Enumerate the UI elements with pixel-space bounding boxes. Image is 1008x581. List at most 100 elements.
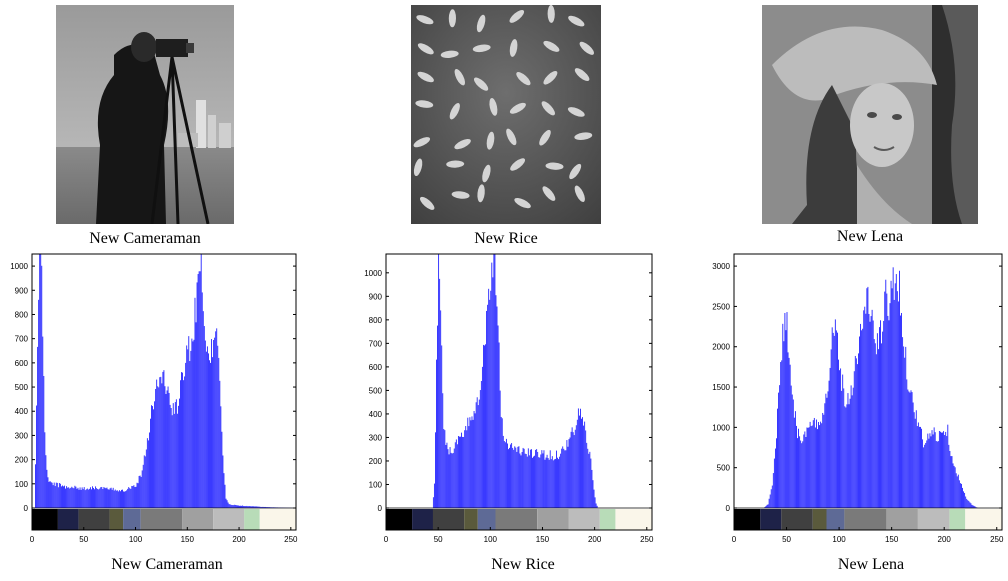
histogram-bar xyxy=(261,506,263,508)
histogram-bar xyxy=(800,440,802,508)
histogram-bar xyxy=(573,435,575,508)
colorbar-segment xyxy=(412,509,433,530)
histogram-bar xyxy=(201,292,203,508)
histogram-bar xyxy=(41,265,43,508)
histogram-bar xyxy=(832,332,834,508)
x-tick-label: 200 xyxy=(588,535,602,544)
histogram-bar xyxy=(85,489,87,508)
histogram-bar xyxy=(562,446,564,508)
rice-grain xyxy=(489,98,498,116)
histogram-bar xyxy=(121,489,122,508)
rice-grain xyxy=(473,77,489,91)
histogram-bar xyxy=(196,282,198,508)
histogram-bar xyxy=(209,360,210,508)
histogram-bar xyxy=(473,411,475,508)
histogram-bar xyxy=(126,490,128,508)
histogram-bar xyxy=(259,506,261,508)
histogram-bar xyxy=(876,333,878,508)
histogram-bar xyxy=(921,428,922,508)
histogram-bar xyxy=(565,450,567,508)
histogram-bar xyxy=(903,346,905,508)
histogram-bar xyxy=(942,432,943,508)
colorbar-segment xyxy=(949,509,966,530)
histogram-bar xyxy=(962,487,963,508)
histogram-bar xyxy=(541,450,543,508)
histogram-bar xyxy=(60,486,62,508)
colorbar-segment xyxy=(78,509,110,530)
histogram-bar xyxy=(449,447,451,508)
histogram-bar xyxy=(893,299,895,508)
histogram-bar xyxy=(442,393,444,508)
rice-grain xyxy=(420,196,435,210)
histogram-bar xyxy=(120,491,121,508)
histogram-bar xyxy=(203,326,205,508)
histogram-bar xyxy=(789,364,791,508)
histogram-bar xyxy=(242,505,244,508)
histogram-bar xyxy=(176,413,178,508)
histogram-bar xyxy=(210,362,211,508)
histogram-bar xyxy=(46,469,48,508)
rice-grain xyxy=(516,72,531,86)
histogram-bar xyxy=(118,490,120,508)
y-tick-label: 400 xyxy=(15,407,29,416)
histogram-bar xyxy=(467,417,469,508)
histogram-bar xyxy=(64,485,65,508)
histogram-bar xyxy=(435,432,436,508)
histogram-bar xyxy=(186,345,188,508)
histogram-bar xyxy=(880,320,881,508)
histogram-bar xyxy=(71,486,73,508)
histogram-bar xyxy=(490,290,492,508)
histogram-bar xyxy=(164,386,166,508)
histogram-bar xyxy=(190,350,192,508)
histogram-bar xyxy=(166,390,168,508)
rice-grain xyxy=(509,102,526,114)
histogram-bar xyxy=(135,486,137,508)
histogram-bar xyxy=(36,405,38,508)
y-tick-label: 100 xyxy=(369,480,383,489)
histogram-bar xyxy=(882,331,884,508)
histogram-bar xyxy=(187,349,189,508)
histogram-bar xyxy=(850,385,852,508)
histogram-bar xyxy=(833,335,835,508)
histogram-bar xyxy=(247,506,249,508)
histogram-caption-rice: New Rice xyxy=(491,556,555,573)
histogram-bar xyxy=(44,432,46,508)
histogram-bar xyxy=(862,328,864,508)
histogram-bar xyxy=(537,451,539,508)
histogram-bar xyxy=(450,452,452,508)
histogram-bar xyxy=(70,487,72,508)
histogram-bar xyxy=(771,485,773,508)
histogram-bar xyxy=(557,457,558,508)
rice-grain xyxy=(541,101,555,116)
colorbar-segment xyxy=(917,509,950,530)
histogram-bar xyxy=(969,502,971,508)
histogram-bar xyxy=(177,405,179,508)
rice-grain xyxy=(574,68,590,82)
image-caption-lena: New Lena xyxy=(836,228,904,245)
histogram-bar xyxy=(188,336,190,508)
histogram-bar xyxy=(887,315,889,508)
histogram-bar xyxy=(438,254,440,508)
colorbar-segment xyxy=(781,509,813,530)
histogram-bar xyxy=(253,506,255,508)
histogram-bar xyxy=(877,349,879,508)
lena-portrait-photo-icon xyxy=(762,5,978,224)
rice-grain xyxy=(514,197,531,209)
rice-grain xyxy=(547,5,555,23)
histogram-bar xyxy=(948,444,950,508)
histogram-bar xyxy=(873,339,875,508)
histogram-bar xyxy=(768,498,770,508)
histogram-bar xyxy=(845,407,847,508)
histogram-bar xyxy=(817,429,818,508)
x-tick-label: 250 xyxy=(284,535,298,544)
histogram-bar xyxy=(529,449,531,508)
y-tick-label: 800 xyxy=(15,310,29,319)
histogram-bar xyxy=(224,484,226,508)
histogram-bar xyxy=(252,506,254,508)
histogram-bar xyxy=(587,448,589,508)
x-tick-label: 100 xyxy=(129,535,143,544)
histogram-bar xyxy=(856,364,858,508)
x-tick-label: 200 xyxy=(232,535,246,544)
colorbar-segment xyxy=(432,509,465,530)
histogram-bar xyxy=(879,327,880,508)
